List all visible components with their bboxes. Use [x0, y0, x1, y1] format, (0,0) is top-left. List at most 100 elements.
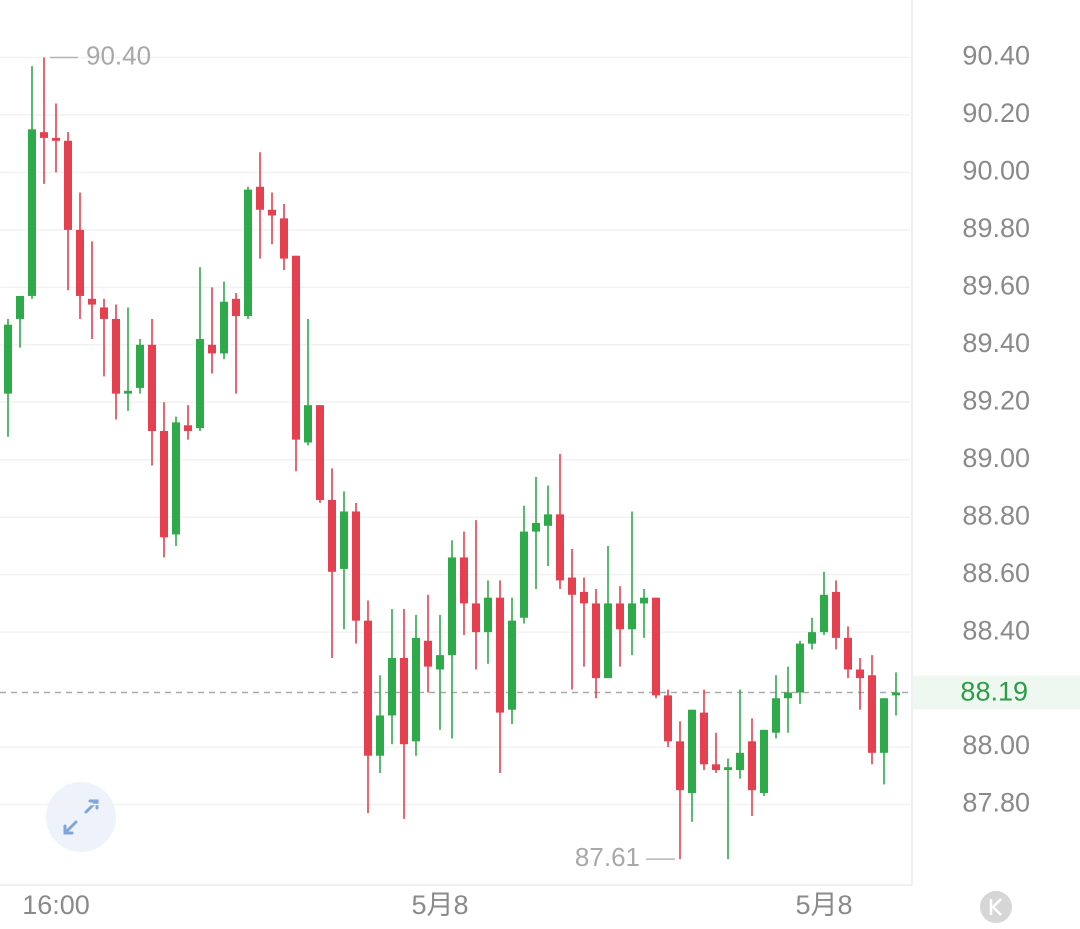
- x-tick-label: 16:00: [22, 890, 90, 920]
- candle-body: [676, 741, 684, 791]
- candle-body: [868, 675, 876, 753]
- candle-body: [112, 318, 120, 394]
- candle-body: [580, 591, 588, 604]
- candle-body: [136, 344, 144, 388]
- candle-body: [28, 129, 36, 296]
- candle-body: [556, 514, 564, 581]
- candle-body: [628, 603, 636, 630]
- y-tick-label: 88.60: [962, 558, 1030, 588]
- y-tick-label: 90.00: [962, 156, 1030, 186]
- expand-button-bg[interactable]: [46, 782, 116, 852]
- expand-icon[interactable]: [63, 799, 99, 835]
- y-tick-label: 88.80: [962, 500, 1030, 530]
- candle-body: [352, 511, 360, 621]
- expand-button[interactable]: [46, 782, 116, 852]
- candle-body: [184, 425, 192, 432]
- y-tick-label: 89.00: [962, 443, 1030, 473]
- candle-body: [388, 658, 396, 716]
- y-tick-label: 89.20: [962, 385, 1030, 415]
- candle-body: [448, 557, 456, 656]
- candle-body: [616, 603, 624, 630]
- candle-body: [364, 620, 372, 756]
- candle-body: [856, 669, 864, 679]
- candle-body: [4, 324, 12, 394]
- candle-body: [76, 229, 84, 296]
- candle-body: [784, 692, 792, 699]
- candle-body: [400, 658, 408, 745]
- min-label: 87.61: [575, 842, 640, 872]
- candle-body: [208, 344, 216, 354]
- candle-body: [796, 643, 804, 693]
- candle-body: [832, 591, 840, 638]
- candle-body: [244, 189, 252, 317]
- k-button[interactable]: [980, 891, 1012, 923]
- candle-body: [724, 767, 732, 771]
- candle-body: [808, 632, 816, 644]
- candle-body: [436, 655, 444, 670]
- candle-body: [892, 692, 900, 696]
- candle-body: [640, 597, 648, 604]
- candle-body: [52, 137, 60, 141]
- candle-body: [424, 640, 432, 667]
- candle-body: [280, 218, 288, 259]
- candle-body: [712, 764, 720, 771]
- k-icon[interactable]: [989, 898, 1002, 916]
- candle-body: [460, 557, 468, 604]
- candle-body: [16, 295, 24, 319]
- candle-body: [304, 405, 312, 443]
- candle-body: [220, 301, 228, 354]
- candle-body: [748, 741, 756, 791]
- candle-body: [328, 499, 336, 572]
- last-price-label: 88.19: [960, 677, 1028, 707]
- candle-body: [700, 712, 708, 765]
- candle-body: [652, 597, 660, 696]
- candle-body: [484, 597, 492, 633]
- candle-body: [880, 698, 888, 753]
- y-tick-label: 90.20: [962, 98, 1030, 128]
- candle-body: [124, 390, 132, 394]
- candle-body: [664, 695, 672, 742]
- candle-body: [496, 597, 504, 713]
- candle-body: [64, 140, 72, 230]
- candle-body: [760, 729, 768, 794]
- y-tick-label: 89.40: [962, 328, 1030, 358]
- candle-body: [688, 709, 696, 794]
- candle-body: [160, 431, 168, 538]
- y-tick-label: 89.80: [962, 213, 1030, 243]
- candle-body: [88, 298, 96, 305]
- candle-body: [100, 307, 108, 319]
- candle-body: [520, 531, 528, 618]
- y-tick-label: 89.60: [962, 270, 1030, 300]
- k-button-bg[interactable]: [980, 891, 1012, 923]
- candle-body: [736, 752, 744, 771]
- candles: [4, 57, 900, 860]
- candle-body: [340, 511, 348, 569]
- x-tick-label: 5月8: [411, 890, 468, 920]
- candle-body: [568, 577, 576, 595]
- max-label: 90.40: [86, 40, 151, 70]
- candle-body: [544, 514, 552, 526]
- candle-body: [532, 522, 540, 532]
- candle-body: [292, 255, 300, 440]
- candle-body: [256, 186, 264, 210]
- candle-body: [604, 603, 612, 679]
- x-tick-label: 5月8: [795, 890, 852, 920]
- candle-body: [316, 405, 324, 500]
- candle-body: [232, 298, 240, 317]
- candle-body: [472, 603, 480, 633]
- candle-body: [376, 715, 384, 756]
- candle-body: [268, 209, 276, 216]
- candle-body: [40, 132, 48, 138]
- candle-body: [820, 594, 828, 633]
- candle-body: [172, 422, 180, 535]
- y-tick-label: 87.80: [962, 788, 1030, 818]
- candle-body: [412, 637, 420, 742]
- last-price-box: [913, 675, 1080, 710]
- candle-body: [844, 637, 852, 670]
- candle-body: [592, 603, 600, 679]
- y-tick-label: 88.00: [962, 730, 1030, 760]
- candle-body: [508, 620, 516, 710]
- y-tick-label: 88.40: [962, 615, 1030, 645]
- candle-body: [148, 344, 156, 432]
